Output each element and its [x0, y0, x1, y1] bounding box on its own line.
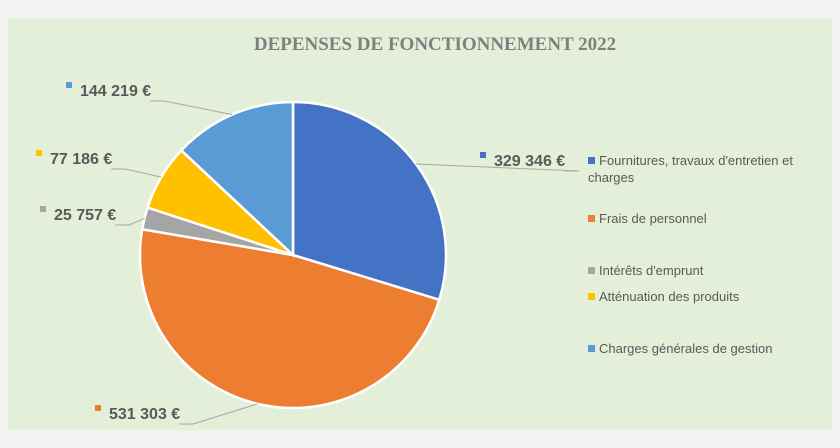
- legend-swatch: [588, 157, 595, 164]
- legend-label: Atténuation des produits: [599, 289, 740, 304]
- legend-swatch: [588, 215, 595, 222]
- leader-line: [115, 217, 145, 226]
- data-label: 531 303 €: [109, 406, 180, 423]
- leader-line: [111, 168, 162, 178]
- data-label: 144 219 €: [80, 83, 151, 100]
- pie-slice: [179, 100, 295, 258]
- leader-line: [415, 163, 580, 172]
- data-label: 25 757 €: [54, 207, 116, 224]
- legend-item: Fournitures, travaux d'entretien et char…: [588, 152, 828, 186]
- leader-line: [150, 100, 233, 116]
- data-label: 77 186 €: [50, 151, 112, 168]
- label-marker: [66, 82, 72, 88]
- legend-label: Intérêts d'emprunt: [599, 263, 704, 278]
- pie-slice: [291, 100, 448, 302]
- legend-swatch: [588, 267, 595, 274]
- legend-label: Frais de personnel: [599, 211, 707, 226]
- data-label: 329 346 €: [494, 153, 565, 170]
- leader-line: [179, 403, 258, 425]
- chart-title: DEPENSES DE FONCTIONNEMENT 2022: [254, 34, 616, 55]
- pie-slice: [138, 227, 441, 410]
- legend-item: Atténuation des produits: [588, 288, 828, 305]
- label-marker: [40, 206, 46, 212]
- legend-item: Intérêts d'emprunt: [588, 262, 828, 279]
- legend-item: Frais de personnel: [588, 210, 828, 227]
- label-marker: [480, 152, 486, 158]
- legend-item: Charges générales de gestion: [588, 340, 828, 357]
- label-marker: [95, 405, 101, 411]
- legend-label: Fournitures, travaux d'entretien et char…: [588, 153, 793, 185]
- legend-swatch: [588, 345, 595, 352]
- legend-swatch: [588, 293, 595, 300]
- legend-label: Charges générales de gestion: [599, 341, 773, 356]
- label-marker: [36, 150, 42, 156]
